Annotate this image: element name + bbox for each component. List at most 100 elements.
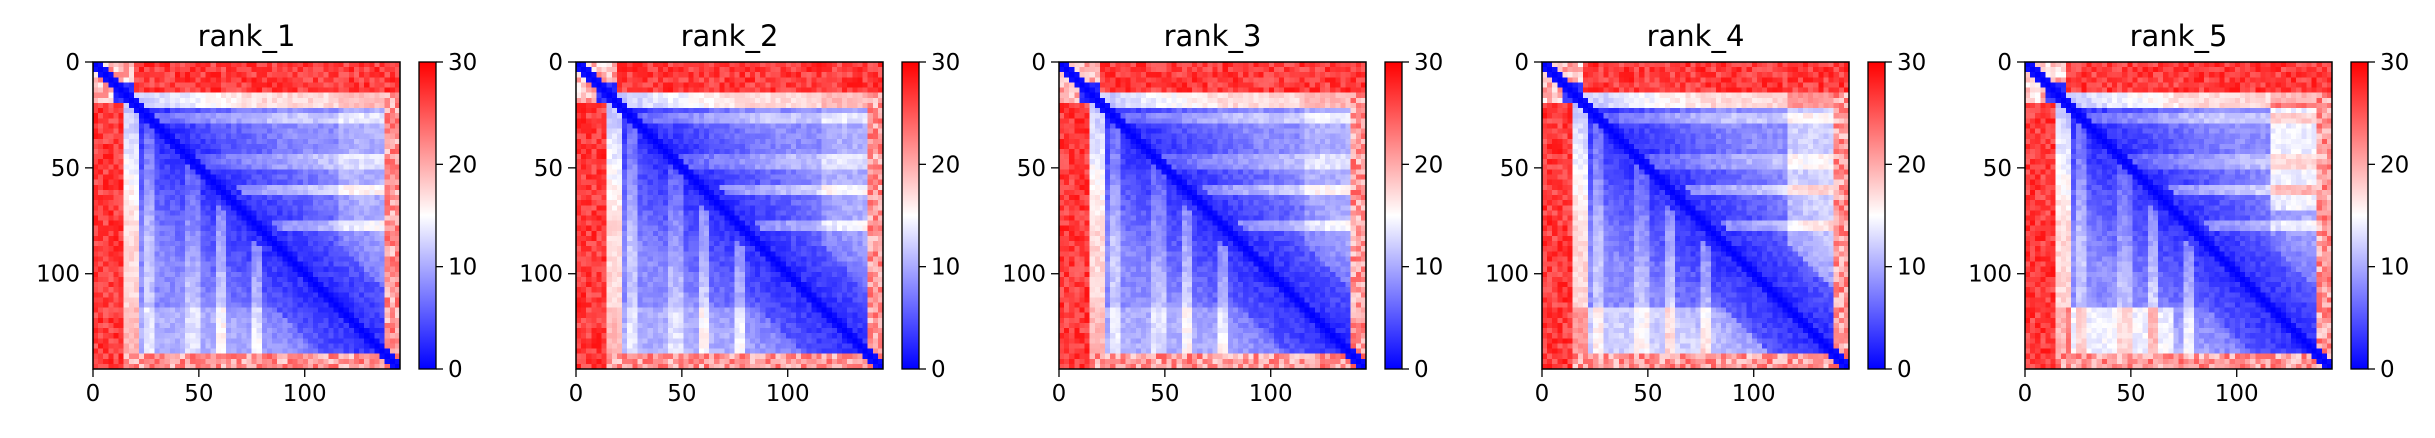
heatmap-cell bbox=[344, 205, 350, 211]
heatmap-cell bbox=[185, 287, 191, 293]
heatmap-cell bbox=[221, 210, 227, 216]
heatmap-cell bbox=[257, 67, 263, 73]
heatmap-cell bbox=[124, 231, 130, 237]
heatmap-cell bbox=[735, 88, 741, 94]
heatmap-cell bbox=[139, 282, 145, 288]
heatmap-cell bbox=[632, 77, 638, 83]
heatmap-cell bbox=[175, 93, 181, 99]
heatmap-cell bbox=[740, 113, 746, 119]
heatmap-cell bbox=[827, 144, 833, 150]
heatmap-cell bbox=[124, 251, 130, 257]
heatmap-cell bbox=[144, 262, 150, 268]
heatmap-cell bbox=[668, 164, 674, 170]
heatmap-cell bbox=[318, 88, 324, 94]
heatmap-cell bbox=[612, 139, 618, 145]
heatmap-cell bbox=[252, 277, 258, 283]
heatmap-cell bbox=[124, 200, 130, 206]
heatmap-cell bbox=[349, 139, 355, 145]
heatmap-cell bbox=[149, 108, 155, 114]
heatmap-cell bbox=[134, 318, 140, 324]
heatmap-cell bbox=[313, 308, 319, 314]
heatmap-cell bbox=[369, 251, 375, 257]
heatmap-cell bbox=[277, 180, 283, 186]
heatmap-cell bbox=[318, 62, 324, 68]
heatmap-cell bbox=[272, 93, 278, 99]
heatmap-cell bbox=[119, 302, 125, 308]
heatmap-cell bbox=[267, 267, 273, 273]
heatmap-cell bbox=[622, 144, 628, 150]
heatmap-cell bbox=[765, 154, 771, 160]
heatmap-cell bbox=[699, 72, 705, 78]
heatmap-cell bbox=[328, 180, 334, 186]
heatmap-cell bbox=[730, 134, 736, 140]
heatmap-cell bbox=[328, 134, 334, 140]
heatmap-cell bbox=[272, 149, 278, 155]
heatmap-cell bbox=[349, 118, 355, 124]
heatmap-cell bbox=[354, 287, 360, 293]
heatmap-cell bbox=[149, 195, 155, 201]
heatmap-cell bbox=[211, 77, 217, 83]
heatmap-cell bbox=[108, 164, 114, 170]
heatmap-cell bbox=[863, 129, 869, 135]
heatmap-cell bbox=[760, 154, 766, 160]
heatmap-cell bbox=[380, 241, 386, 247]
heatmap-cell bbox=[226, 195, 232, 201]
heatmap-cell bbox=[668, 154, 674, 160]
heatmap-cell bbox=[103, 134, 109, 140]
heatmap-cell bbox=[293, 282, 299, 288]
heatmap-cell bbox=[653, 164, 659, 170]
heatmap-cell bbox=[364, 113, 370, 119]
heatmap-cell bbox=[632, 72, 638, 78]
heatmap-cell bbox=[333, 134, 339, 140]
heatmap-cell bbox=[318, 139, 324, 145]
heatmap-cell bbox=[359, 231, 365, 237]
heatmap-cell bbox=[103, 216, 109, 222]
heatmap-cell bbox=[318, 313, 324, 319]
heatmap-cell bbox=[714, 164, 720, 170]
heatmap-cell bbox=[385, 338, 391, 344]
heatmap-cell bbox=[791, 72, 797, 78]
heatmap-cell bbox=[93, 262, 99, 268]
heatmap-cell bbox=[745, 144, 751, 150]
heatmap-cell bbox=[622, 164, 628, 170]
heatmap-cell bbox=[847, 103, 853, 109]
heatmap-cell bbox=[380, 267, 386, 273]
heatmap-cell bbox=[796, 129, 802, 135]
heatmap-cell bbox=[175, 287, 181, 293]
heatmap-cell bbox=[98, 123, 104, 129]
heatmap-cell bbox=[226, 359, 232, 365]
heatmap-cell bbox=[719, 149, 725, 155]
heatmap-cell bbox=[160, 134, 166, 140]
heatmap-cell bbox=[765, 98, 771, 104]
heatmap-cell bbox=[247, 93, 253, 99]
heatmap-cell bbox=[308, 292, 314, 298]
heatmap-cell bbox=[262, 205, 268, 211]
heatmap-cell bbox=[622, 67, 628, 73]
heatmap-cell bbox=[873, 77, 879, 83]
heatmap-cell bbox=[673, 108, 679, 114]
heatmap-cell bbox=[93, 333, 99, 339]
heatmap-cell bbox=[195, 226, 201, 232]
heatmap-cell bbox=[832, 134, 838, 140]
heatmap-cell bbox=[344, 302, 350, 308]
heatmap-cell bbox=[349, 134, 355, 140]
heatmap-cell bbox=[735, 154, 741, 160]
heatmap-cell bbox=[277, 308, 283, 314]
heatmap-cell bbox=[683, 134, 689, 140]
heatmap-cell bbox=[139, 88, 145, 94]
heatmap-cell bbox=[627, 118, 633, 124]
heatmap-cell bbox=[252, 236, 258, 242]
heatmap-cell bbox=[607, 169, 613, 175]
heatmap-cell bbox=[190, 277, 196, 283]
heatmap-cell bbox=[185, 236, 191, 242]
heatmap-cell bbox=[129, 154, 135, 160]
heatmap-cell bbox=[323, 134, 329, 140]
heatmap-cell bbox=[344, 67, 350, 73]
heatmap-cell bbox=[236, 338, 242, 344]
heatmap-cell bbox=[226, 338, 232, 344]
heatmap-cell bbox=[683, 139, 689, 145]
heatmap-cell bbox=[852, 129, 858, 135]
heatmap-cell bbox=[617, 103, 623, 109]
heatmap-cell bbox=[277, 343, 283, 349]
heatmap-cell bbox=[200, 129, 206, 135]
